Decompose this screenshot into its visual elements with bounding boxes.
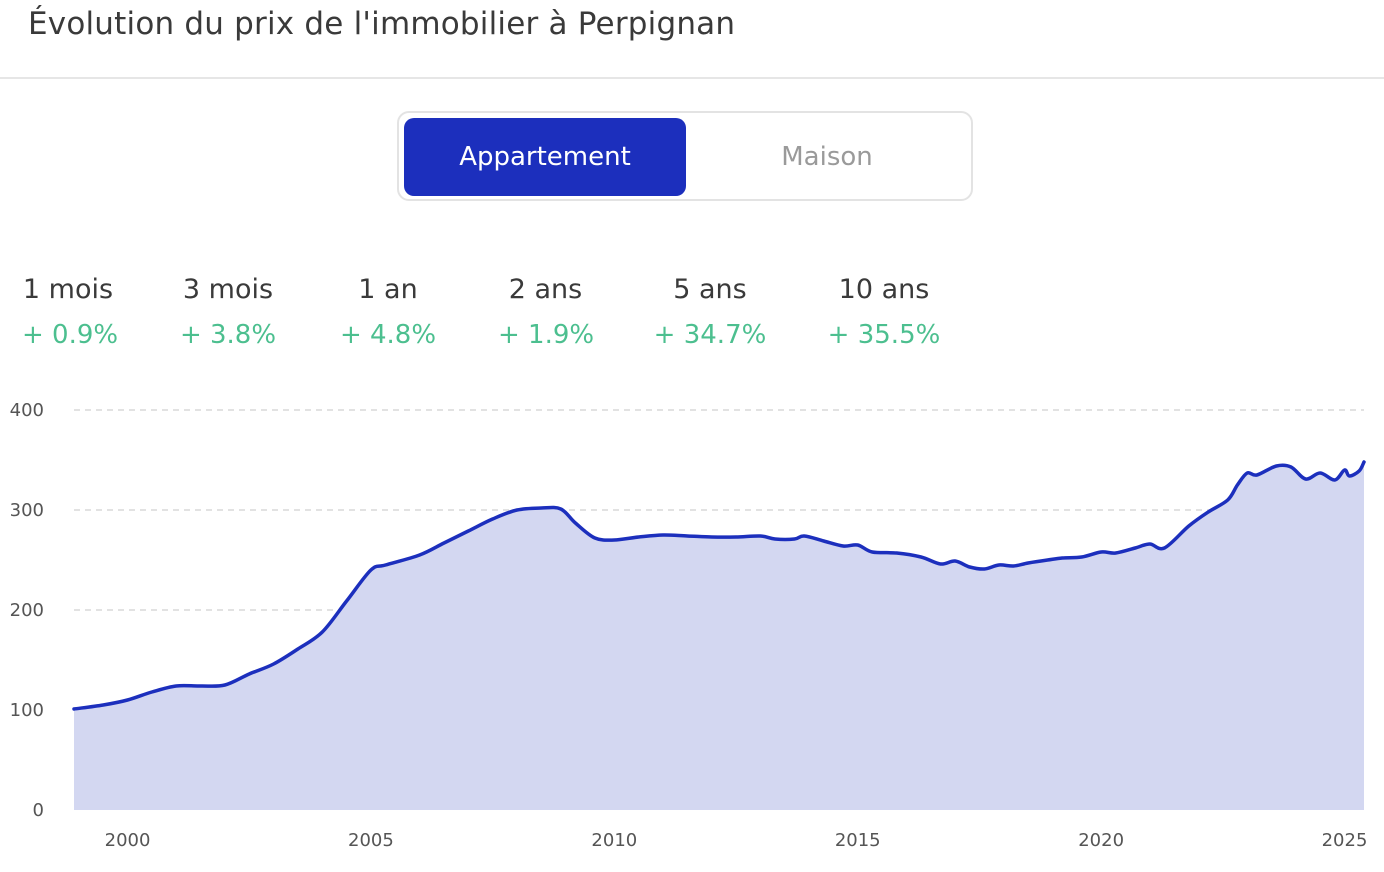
price-chart: 0 100 200 300 400 2000 2005 2010 2015 2020 2025: [10, 400, 1368, 851]
price-area: [74, 462, 1364, 810]
stat-1-mois: 1 mois + 0.9%: [22, 270, 119, 355]
y-tick-label: 200: [10, 600, 44, 621]
stat-value: + 1.9%: [498, 320, 595, 350]
stat-10-ans: 10 ans + 35.5%: [826, 270, 942, 355]
stat-label: 3 mois: [182, 274, 274, 305]
stat-label: 2 ans: [508, 274, 583, 305]
stat-value: + 34.7%: [653, 320, 767, 350]
stat-3-mois: 3 mois + 3.8%: [178, 270, 278, 355]
x-tick-label: 2005: [348, 830, 394, 851]
y-tick-label: 100: [10, 700, 44, 721]
price-line: [72, 460, 1366, 711]
x-tick-label: 2020: [1078, 830, 1124, 851]
y-tick-label: 400: [10, 400, 44, 421]
stat-label: 1 mois: [22, 274, 114, 305]
x-tick-label: 2010: [591, 830, 637, 851]
page-title: Évolution du prix de l'immobilier à Perp…: [28, 6, 736, 42]
stat-value: + 4.8%: [339, 320, 437, 350]
x-tick-label: 2015: [835, 830, 881, 851]
stat-label: 1 an: [358, 274, 418, 305]
x-tick-label: 2000: [105, 830, 151, 851]
x-tick-label: 2025: [1322, 830, 1368, 851]
toggle-maison-button[interactable]: Maison: [686, 118, 968, 196]
stat-1-an: 1 an + 4.8%: [338, 270, 438, 355]
y-tick-label: 300: [10, 500, 44, 521]
stat-label: 10 ans: [838, 274, 930, 305]
stat-value: + 35.5%: [827, 320, 941, 350]
stat-value: + 3.8%: [179, 320, 277, 350]
y-axis-ticks: 0 100 200 300 400: [10, 400, 44, 821]
stat-value: + 0.9%: [22, 320, 119, 350]
y-tick-label: 0: [33, 800, 44, 821]
toggle-appartement-button[interactable]: Appartement: [404, 118, 686, 196]
property-type-toggle: Appartement Maison: [397, 111, 973, 201]
stat-label: 5 ans: [673, 274, 747, 305]
header: Évolution du prix de l'immobilier à Perp…: [0, 0, 1384, 79]
stat-2-ans: 2 ans + 1.9%: [498, 270, 595, 355]
x-axis-ticks: 2000 2005 2010 2015 2020 2025: [105, 830, 1368, 851]
stat-5-ans: 5 ans + 34.7%: [652, 270, 768, 355]
